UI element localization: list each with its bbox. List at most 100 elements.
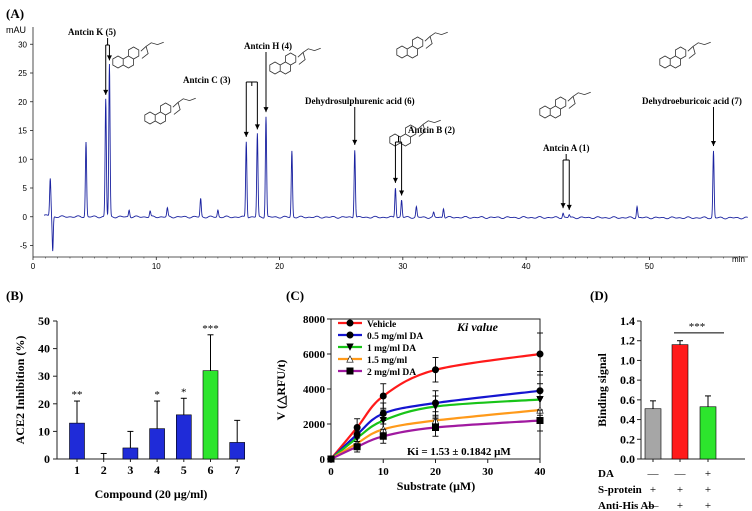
legend-marker-3: [346, 355, 354, 363]
legend-label: 1 mg/ml DA: [367, 344, 416, 354]
panel-a-xlabel: min: [732, 255, 745, 264]
peak-label: Antcin K (5): [68, 27, 116, 37]
panel-c-ki-annotation: Ki = 1.53 ± 0.1842 μM: [407, 446, 511, 458]
legend-marker-0: [346, 319, 354, 327]
bar-compound-4: [149, 428, 165, 460]
arrow-head-icon: [710, 141, 716, 147]
panel-c: (C) V (△RFU/t) Substrate (μM) Ki value K…: [274, 288, 546, 493]
panel-d-ylabel: Binding signal: [595, 352, 609, 426]
b-category-label: 4: [154, 463, 160, 477]
b-category-label: 3: [127, 463, 133, 477]
arrow-head-icon: [254, 124, 260, 130]
steroid-structure-icon: [144, 97, 196, 125]
peak-label: Dehydrosulphurenic acid (6): [305, 96, 415, 106]
peak-label: Antcin B (2): [408, 125, 455, 135]
condition-row-label: S-protein: [598, 484, 642, 496]
c-ytick-label: 6000: [303, 349, 326, 361]
condition-mark: +: [705, 500, 711, 511]
a-ytick-label: 25: [18, 69, 27, 78]
arrow-head-icon: [560, 203, 566, 209]
c-xtick-label: 20: [430, 466, 442, 478]
b-category-label: 7: [234, 463, 240, 477]
panel-b-ylabel: ACE2 Inhibition (%): [13, 336, 27, 445]
binding-bar-1: [671, 344, 689, 460]
d-ytick-label: 1.2: [620, 334, 635, 348]
peak-annotations: Antcin K (5) Antcin C (3) Antcin H (4) Dehy…: [68, 27, 742, 210]
condition-mark: +: [705, 484, 711, 496]
a-ytick-label: 5: [23, 184, 28, 193]
steroid-structure-icon: [389, 119, 441, 147]
bar-compound-5: [176, 414, 192, 460]
c-xtick-label: 40: [535, 466, 547, 478]
condition-mark: —: [647, 500, 660, 511]
data-point-0: [536, 350, 544, 358]
condition-row-label: DA: [598, 468, 614, 480]
arrow-head-icon: [263, 107, 269, 113]
a-xtick-label: 50: [645, 262, 654, 271]
b-ytick-label: 40: [38, 342, 50, 356]
condition-mark: —: [674, 468, 687, 480]
a-xtick-label: 10: [152, 262, 161, 271]
panel-d: (D) Binding signal 0.0 0.2 0.4 0.6 0.8 1.0 1.2…: [590, 288, 745, 511]
arrow-head-icon: [243, 131, 249, 137]
b-ytick-label: 0: [44, 452, 50, 466]
b-ytick-label: 10: [38, 424, 50, 438]
condition-mark: +: [705, 468, 711, 480]
d-ytick-label: 1.0: [620, 353, 635, 367]
panel-a-ylabel: mAU: [6, 25, 26, 35]
arrow-head-icon: [352, 139, 358, 145]
condition-row-label: Anti-His Ab: [598, 500, 655, 511]
panel-c-frame: [330, 318, 541, 460]
b-category-label: 1: [74, 463, 80, 477]
significance-marker: *: [154, 389, 160, 401]
panel-c-title: Ki value: [456, 320, 499, 334]
b-ytick-label: 30: [38, 369, 50, 383]
peak-label: Dehydroeburicoic acid (7): [642, 96, 742, 106]
series-line-3: [330, 408, 541, 460]
a-xtick-label: 40: [522, 262, 531, 271]
panel-d-condition-table: DA — — +S-protein + + +Anti-His Ab— + +: [598, 468, 711, 511]
panel-a: (A) mAU min -5 0 5 10 15 20 25 30 0 10 20 30 40 50 A…: [6, 6, 748, 271]
arrow-head-icon: [103, 89, 109, 95]
significance-marker: ***: [202, 323, 219, 335]
legend-marker-2: [346, 343, 354, 351]
legend-label: 1.5 mg/ml: [367, 356, 407, 366]
a-xtick-label: 0: [31, 262, 36, 271]
panel-c-label: (C): [286, 288, 304, 303]
data-point-4: [379, 432, 387, 440]
chemical-structure-drawings: [112, 31, 711, 147]
c-ytick-label: 2000: [303, 419, 326, 431]
peak-label: Antcin C (3): [183, 75, 231, 85]
peak-label: Antcin H (4): [244, 41, 292, 51]
c-ytick-label: 4000: [303, 384, 326, 396]
a-xtick-label: 20: [275, 262, 284, 271]
c-xtick-label: 0: [328, 466, 334, 478]
arrow-head-icon: [392, 177, 398, 183]
a-ytick-label: 30: [18, 40, 27, 49]
c-ytick-label: 8000: [303, 314, 326, 326]
binding-bar-2: [699, 406, 717, 460]
condition-mark: +: [677, 484, 683, 496]
significance-marker: ***: [689, 321, 706, 333]
panel-c-legend: Vehicle 0.5 mg/ml DA 1 mg/ml DA 1.5 mg/ml 2 …: [338, 319, 423, 378]
legend-label: Vehicle: [367, 320, 396, 330]
a-ytick-label: 0: [23, 213, 28, 222]
a-ytick-label: 15: [18, 127, 27, 136]
bar-compound-6: [202, 370, 219, 460]
condition-mark: +: [677, 500, 683, 511]
steroid-structure-icon: [539, 91, 591, 119]
panel-d-label: (D): [590, 288, 608, 303]
steroid-structure-icon: [659, 41, 711, 69]
binding-bar-0: [644, 408, 662, 460]
legend-marker-1: [346, 331, 354, 339]
d-ytick-label: 1.4: [620, 314, 635, 328]
d-ytick-label: 0.2: [620, 432, 635, 446]
legend-label: 2 mg/ml DA: [367, 368, 416, 378]
panel-b: (B) ACE2 Inhibition (%) Compound (20 μg/…: [6, 288, 245, 501]
data-point-0: [431, 366, 439, 374]
panel-c-ylabel: V (△RFU/t): [274, 360, 288, 421]
data-point-0: [379, 392, 387, 400]
series-line-2: [330, 398, 541, 460]
a-ytick-label: 10: [18, 155, 27, 164]
